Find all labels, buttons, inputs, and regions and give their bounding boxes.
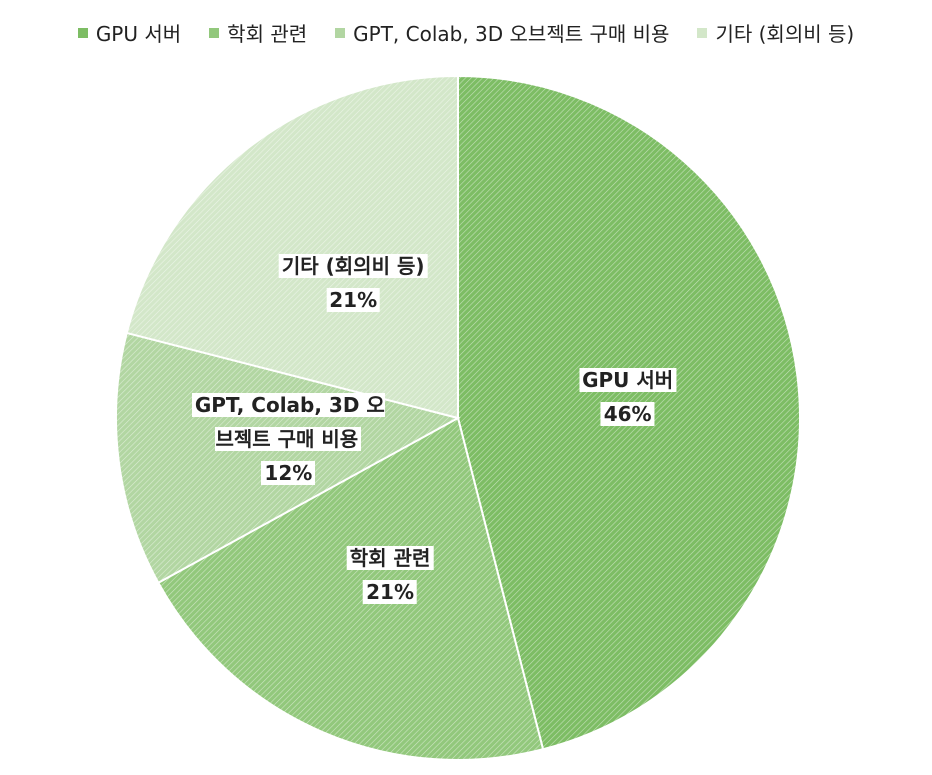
data-label-value: 21% — [279, 283, 428, 317]
legend-item: GPT, Colab, 3D 오브젝트 구매 비용 — [335, 18, 669, 47]
data-label-value: 46% — [579, 397, 676, 431]
data-label-category: 기타 (회의비 등) — [278, 249, 428, 283]
data-label: 기타 (회의비 등) 21% — [278, 249, 428, 317]
data-label: 학회 관련 21% — [346, 541, 434, 609]
legend-swatch — [209, 27, 220, 38]
legend-item: 기타 (회의비 등) — [697, 18, 854, 47]
legend-label: 기타 (회의비 등) — [715, 22, 855, 46]
slice — [156, 416, 545, 761]
category-text: 학회 관련 — [346, 545, 434, 570]
legend-swatch — [335, 27, 346, 38]
legend-item: GPU 서버 — [77, 18, 182, 47]
category-text: GPU 서버 — [579, 367, 677, 392]
value-text: 21% — [363, 579, 418, 604]
legend-swatch — [697, 27, 708, 38]
data-label-value: 12% — [188, 456, 388, 490]
slice — [125, 74, 459, 420]
legend-label: GPT, Colab, 3D 오브젝트 구매 비용 — [353, 22, 670, 46]
data-label-category: GPT, Colab, 3D 오브젝트 구매 비용 — [188, 388, 388, 456]
data-label-value: 21% — [347, 575, 434, 609]
data-label: GPU 서버 46% — [579, 363, 677, 431]
category-text: GPT, Colab, 3D 오브젝트 구매 비용 — [191, 393, 385, 452]
data-label: GPT, Colab, 3D 오브젝트 구매 비용 12% — [188, 388, 388, 490]
category-text: 기타 (회의비 등) — [278, 253, 428, 278]
value-text: 21% — [326, 287, 381, 312]
data-label-category: 학회 관련 — [346, 541, 434, 575]
data-label-category: GPU 서버 — [579, 363, 677, 397]
value-text: 12% — [261, 461, 316, 486]
value-text: 46% — [600, 401, 655, 426]
legend: GPU 서버 학회 관련 GPT, Colab, 3D 오브젝트 구매 비용 기타 (… — [0, 18, 932, 47]
legend-label: GPU 서버 — [95, 22, 182, 46]
legend-swatch — [77, 27, 88, 38]
legend-item: 학회 관련 — [209, 18, 307, 47]
legend-label: 학회 관련 — [227, 22, 308, 46]
